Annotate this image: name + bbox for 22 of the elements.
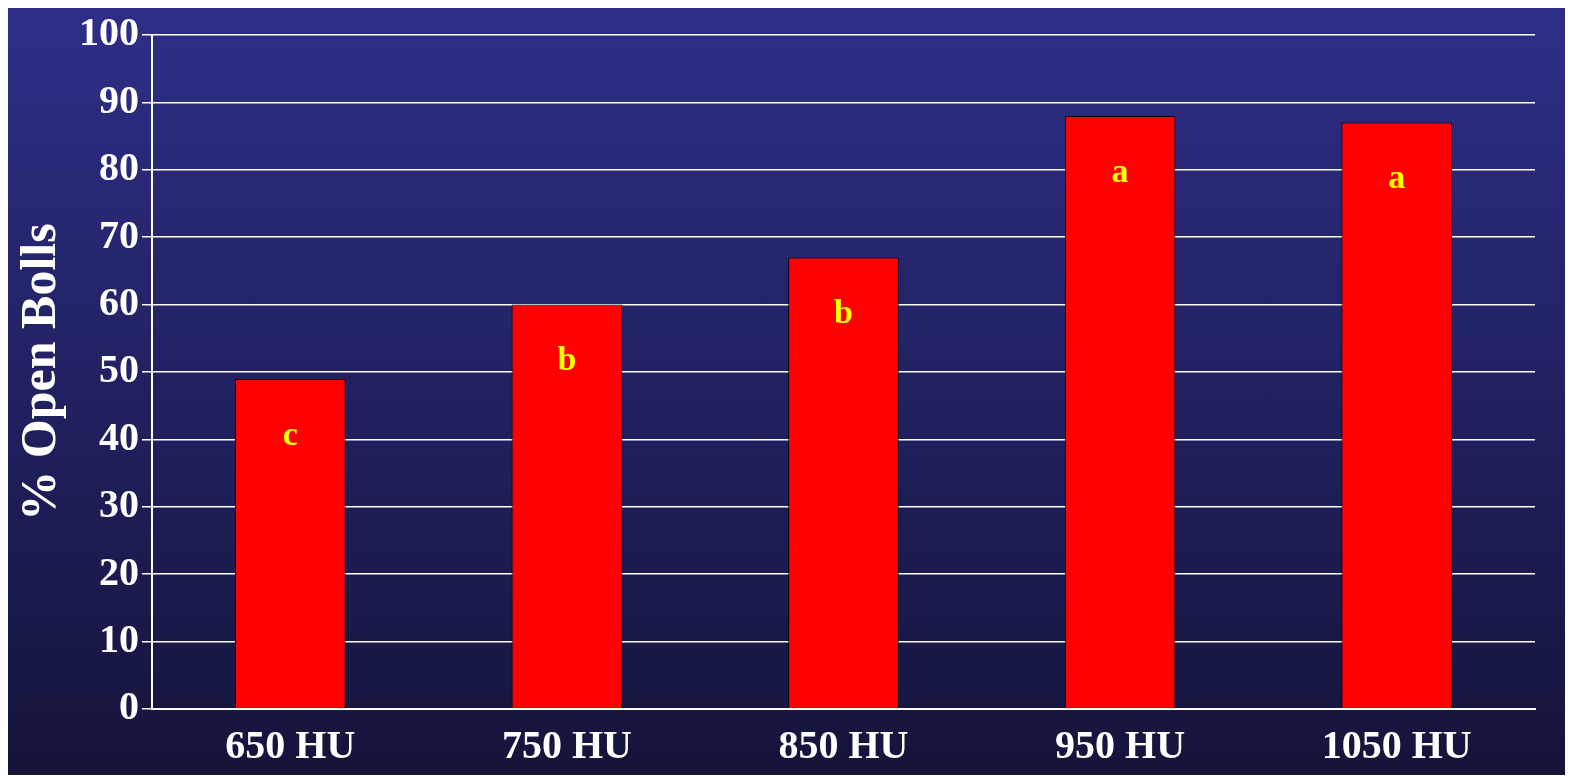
x-tick-label: 750 HU — [501, 722, 632, 768]
y-tick-label: 80 — [99, 144, 139, 190]
x-tick-label: 950 HU — [1055, 722, 1186, 768]
annotation: a — [1388, 158, 1406, 196]
annotation: b — [834, 293, 853, 331]
y-tick-label: 90 — [99, 76, 139, 122]
x-tick-label: 650 HU — [225, 722, 356, 768]
y-axis-title: % Open Bolls — [9, 223, 66, 521]
x-tick-label: 1050 HU — [1321, 722, 1472, 768]
annotation: b — [557, 340, 577, 378]
y-tick-label: 10 — [99, 615, 139, 661]
x-tick-label: 850 HU — [778, 722, 909, 768]
y-tick-label: 20 — [99, 548, 139, 594]
y-tick-label: 40 — [99, 413, 139, 459]
y-tick-label: 100 — [79, 9, 139, 55]
annotation: a — [1111, 151, 1129, 189]
annotation: c — [282, 414, 298, 452]
y-tick-label: 0 — [119, 683, 139, 729]
y-tick-label: 30 — [99, 481, 139, 527]
y-tick-label: 60 — [99, 278, 139, 324]
y-tick-label: 50 — [99, 346, 139, 392]
y-tick-label: 70 — [99, 211, 139, 257]
